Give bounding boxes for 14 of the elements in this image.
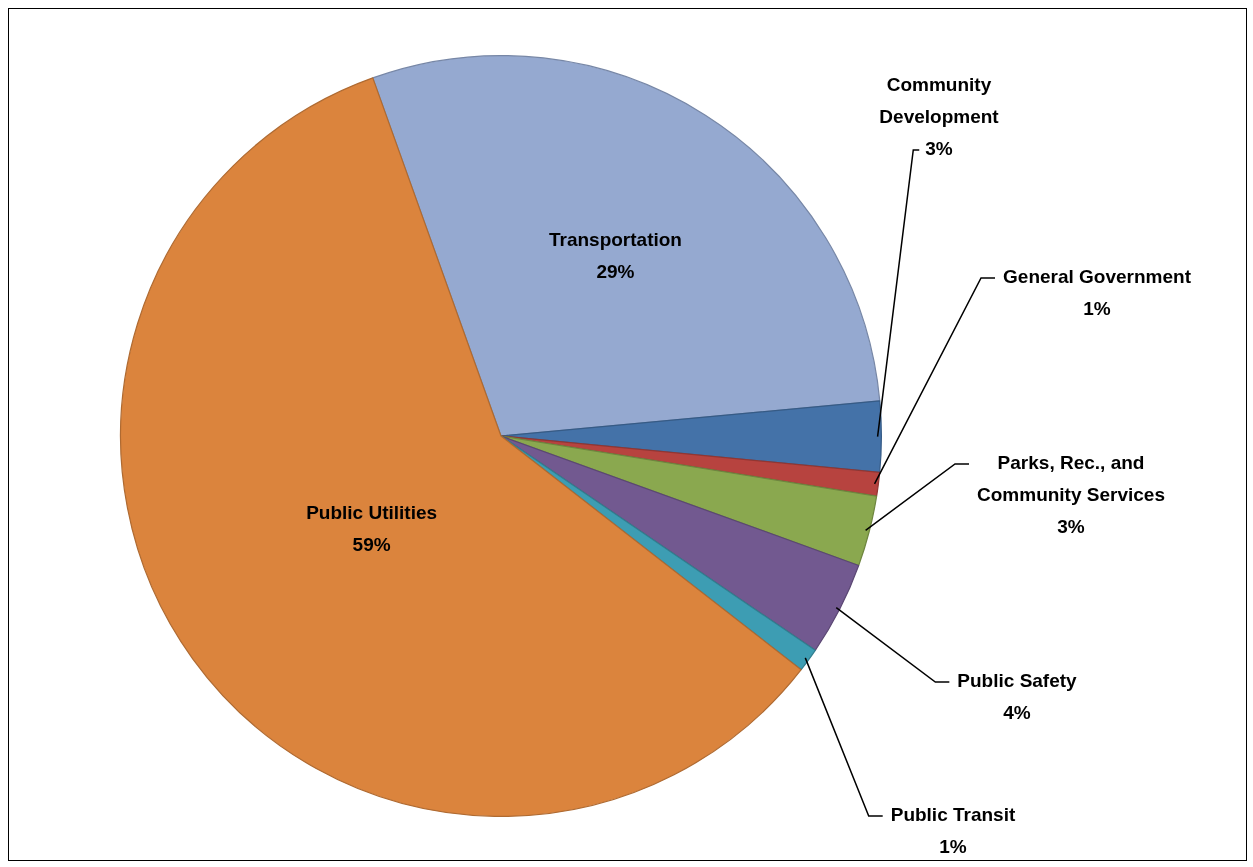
data-label: 3% xyxy=(1057,516,1085,538)
slice-label: Parks, Rec., and Community Services xyxy=(977,452,1165,506)
data-label: 29% xyxy=(596,260,635,282)
slice-label: Transportation xyxy=(548,228,682,250)
slice-label: Public Safety xyxy=(957,670,1078,692)
slice-label: Public Utilities xyxy=(306,501,438,523)
slice-label: Public Transit xyxy=(890,804,1016,826)
slice-label: General Government xyxy=(1003,266,1192,288)
data-label: 1% xyxy=(939,836,967,858)
data-label: 1% xyxy=(1083,298,1111,320)
data-label: 59% xyxy=(352,533,391,555)
data-label: 3% xyxy=(925,138,953,160)
slice-label: Community Development xyxy=(879,74,1000,128)
data-label: 4% xyxy=(1003,702,1031,724)
